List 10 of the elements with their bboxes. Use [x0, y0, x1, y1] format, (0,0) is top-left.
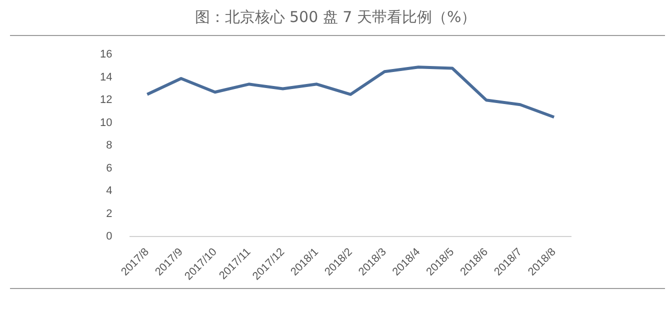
y-tick-label: 14 — [100, 71, 112, 84]
y-tick-label: 4 — [106, 185, 112, 198]
y-tick-label: 2 — [106, 208, 112, 220]
y-tick-label: 16 — [100, 48, 112, 61]
y-tick-label: 6 — [106, 162, 112, 174]
y-tick-label: 0 — [106, 230, 112, 243]
y-tick-label: 8 — [106, 140, 112, 152]
y-tick-label: 10 — [100, 116, 112, 129]
y-tick-label: 12 — [100, 94, 112, 106]
chart-title: 图：北京核心 500 盘 7 天带看比例（%） — [194, 8, 478, 27]
